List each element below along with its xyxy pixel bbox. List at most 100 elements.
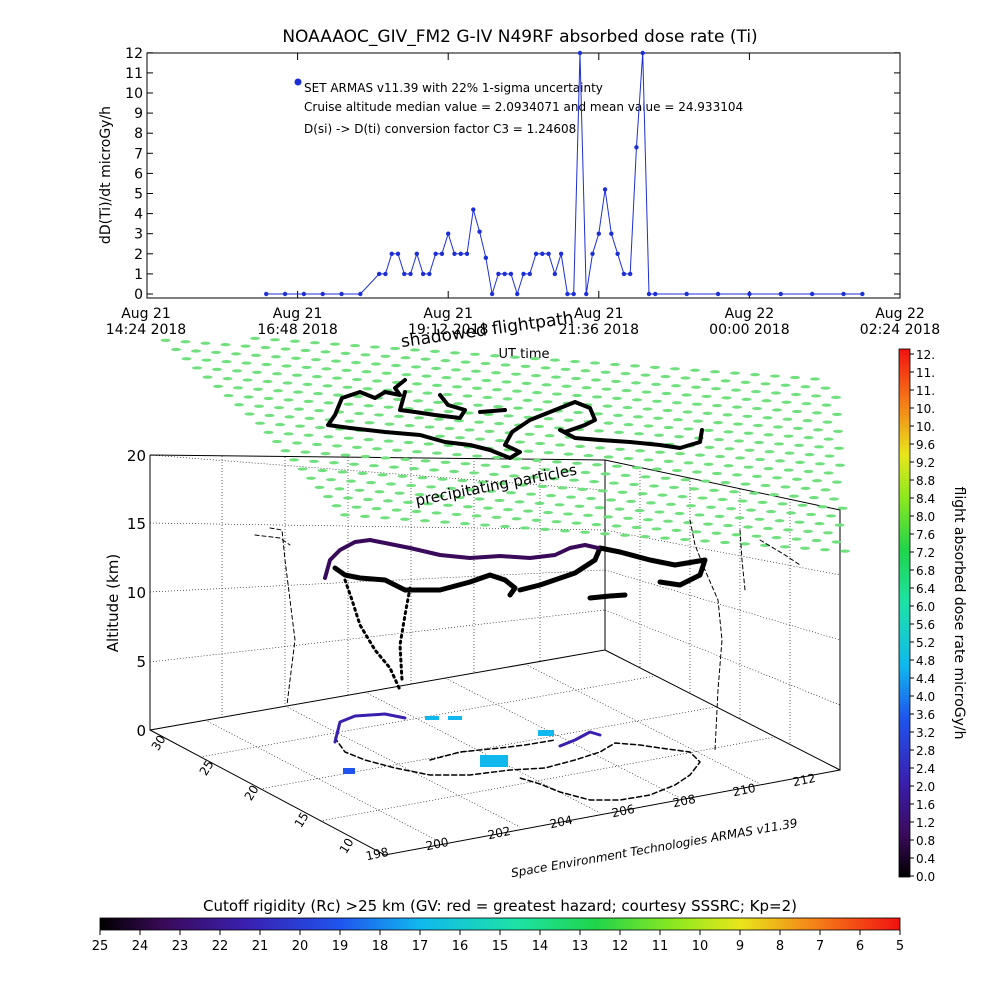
- precip-cell: [817, 505, 828, 509]
- x-tick-day: Aug 21: [121, 306, 171, 322]
- precip-cell: [380, 516, 390, 520]
- precip-cell: [400, 457, 411, 462]
- precip-cell: [221, 360, 232, 364]
- precip-cell: [837, 506, 848, 510]
- precip-cell: [514, 500, 525, 504]
- precip-cell: [800, 486, 811, 491]
- precip-cell: [384, 422, 395, 426]
- precip-cell: [551, 375, 561, 379]
- precip-cell: [495, 439, 505, 443]
- precip-cell: [630, 364, 640, 368]
- precip-cell: [829, 497, 839, 501]
- chart-title: NOAAAOC_GIV_FM2 G-IV N49RF absorbed dose…: [282, 27, 757, 47]
- precip-cell: [312, 375, 322, 379]
- precip-cell: [392, 448, 402, 452]
- precip-cell: [435, 434, 445, 438]
- precip-cell: [570, 359, 580, 364]
- precip-cell: [420, 459, 431, 463]
- precip-cell: [280, 347, 291, 351]
- precip-cell: [721, 396, 732, 400]
- precip-cell: [826, 514, 836, 518]
- precip-cell: [752, 474, 762, 478]
- precip-cell: [243, 395, 254, 399]
- precip-cell: [611, 524, 622, 528]
- dose-colorbar-tick-label: 3.6: [916, 708, 935, 722]
- precip-cell: [760, 483, 771, 488]
- precip-cell: [731, 533, 742, 537]
- dose-colorbar-label: flight absorbed dose rate microGy/h: [951, 487, 967, 740]
- precip-cell: [601, 387, 612, 391]
- precip-cell: [240, 344, 251, 348]
- precip-cell: [655, 450, 665, 454]
- precip-cell: [509, 474, 519, 478]
- series-point: [684, 291, 689, 297]
- precip-cell: [669, 485, 679, 490]
- precip-cell: [511, 517, 522, 521]
- precip-cell: [534, 501, 545, 505]
- precip-cell: [480, 463, 491, 467]
- dose-colorbar-tick-label: 5.2: [916, 636, 935, 650]
- precip-cell: [729, 490, 739, 494]
- precip-cell: [824, 454, 835, 458]
- precip-cell: [360, 353, 371, 357]
- precip-cell: [757, 500, 768, 504]
- longitude-axis: 198 200 202 204 206 208 210 212: [365, 771, 817, 863]
- series-point: [747, 291, 752, 297]
- series-point: [402, 271, 407, 277]
- precip-cell: [637, 492, 648, 496]
- precip-cell: [434, 417, 444, 421]
- precip-cell: [737, 499, 748, 503]
- precip-cell: [800, 385, 811, 389]
- precip-cell: [631, 525, 642, 530]
- cutoff-colorbar: [99, 917, 901, 931]
- precip-cell: [589, 480, 599, 484]
- precip-cell: [574, 504, 585, 508]
- plot3d-grid: [149, 454, 841, 843]
- precip-cell: [770, 374, 780, 378]
- precip-cell: [414, 493, 425, 497]
- precip-cell: [414, 416, 424, 420]
- cutoff-colorbar-tick-label: 17: [412, 939, 429, 954]
- precip-cell: [793, 426, 803, 431]
- flight-track-floor: [334, 721, 701, 801]
- precip-cell: [701, 394, 712, 399]
- dose-colorbar-tick-label: 5.6: [916, 618, 935, 632]
- precip-cell: [706, 505, 716, 509]
- dose-colorbar-tick-label: 1.6: [916, 798, 935, 812]
- precip-cell: [340, 351, 351, 355]
- precip-cell: [282, 381, 293, 385]
- series-point: [339, 291, 344, 297]
- precip-cell: [831, 540, 842, 544]
- precip-cell: [263, 430, 274, 434]
- series-point: [640, 50, 645, 56]
- precip-cell: [806, 512, 816, 517]
- precip-cell: [712, 471, 722, 476]
- series-point: [464, 251, 470, 256]
- precip-cell: [580, 530, 590, 534]
- precip-cell: [311, 358, 321, 362]
- precip-cell: [543, 417, 554, 421]
- precip-cell: [446, 486, 456, 490]
- precip-cell: [563, 512, 573, 516]
- longitude-tick-label: 202: [487, 824, 512, 842]
- y-tick-label: 3: [134, 227, 143, 243]
- precip-cell: [413, 399, 423, 403]
- precip-cell: [652, 399, 662, 403]
- precip-cell: [314, 485, 325, 489]
- precip-cell: [423, 408, 434, 412]
- x-tick-time: 02:24 2018: [860, 322, 940, 338]
- precip-cell: [222, 377, 233, 381]
- precip-cell: [275, 423, 285, 427]
- precip-cell: [572, 461, 582, 465]
- precip-cell: [381, 371, 392, 375]
- precip-cell: [735, 456, 745, 460]
- precip-cell: [642, 407, 653, 411]
- precip-cell: [354, 488, 365, 492]
- precip-cell: [573, 410, 583, 415]
- precip-cell: [212, 367, 222, 371]
- precip-cell: [532, 390, 542, 395]
- precip-cell: [591, 378, 601, 382]
- precip-cell: [704, 445, 715, 449]
- precip-cell: [603, 455, 614, 459]
